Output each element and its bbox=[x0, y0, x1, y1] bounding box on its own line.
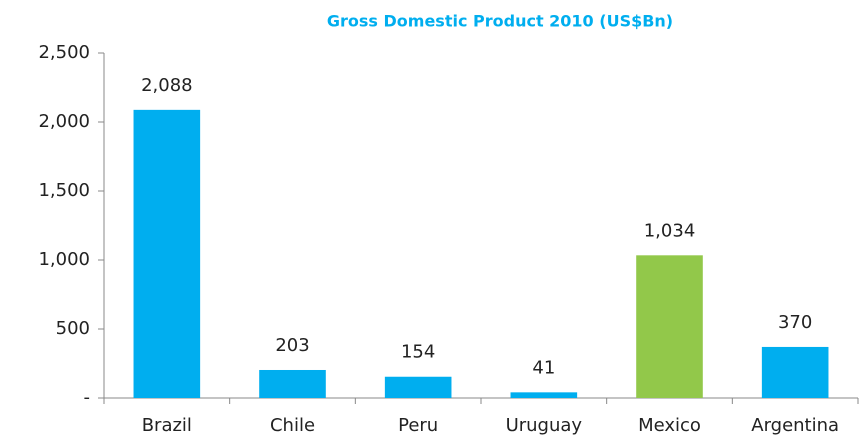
y-tick-label: 1,000 bbox=[38, 249, 90, 270]
bar bbox=[761, 346, 829, 398]
bar bbox=[510, 392, 578, 398]
value-label: 41 bbox=[532, 357, 555, 378]
bar bbox=[384, 376, 452, 398]
chart-title: Gross Domestic Product 2010 (US$Bn) bbox=[327, 12, 673, 31]
bar bbox=[133, 109, 201, 398]
y-tick-label: 2,000 bbox=[38, 111, 90, 132]
bar bbox=[259, 369, 326, 398]
x-tick-label: Uruguay bbox=[506, 415, 583, 436]
value-label: 1,034 bbox=[644, 220, 696, 241]
bar bbox=[636, 255, 703, 398]
y-tick-label: 1,500 bbox=[38, 180, 90, 201]
x-tick-label: Peru bbox=[398, 415, 438, 436]
value-label: 2,088 bbox=[141, 75, 193, 96]
x-tick-label: Argentina bbox=[751, 415, 839, 436]
x-tick-label: Brazil bbox=[142, 415, 192, 436]
value-label: 203 bbox=[275, 335, 309, 356]
y-tick-label: 500 bbox=[56, 318, 90, 339]
value-label: 370 bbox=[778, 312, 812, 333]
y-tick-label: 2,500 bbox=[38, 42, 90, 63]
x-tick-label: Mexico bbox=[638, 415, 701, 436]
y-tick-label: - bbox=[84, 387, 91, 408]
value-label: 154 bbox=[401, 342, 435, 363]
x-tick-label: Chile bbox=[270, 415, 315, 436]
